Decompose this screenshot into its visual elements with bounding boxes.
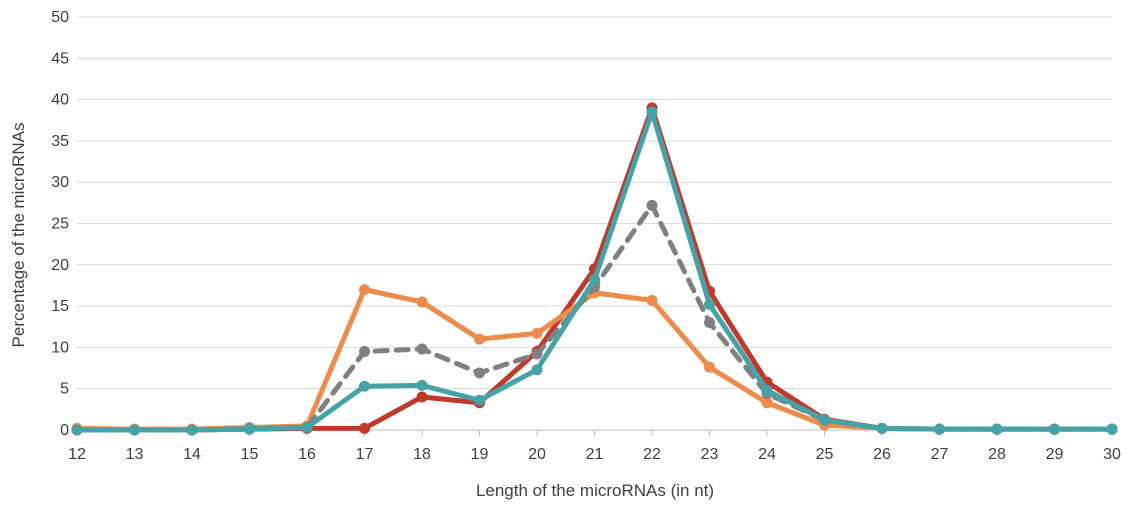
data-point — [531, 364, 543, 376]
data-point — [359, 380, 370, 392]
series-1 — [71, 102, 1118, 436]
data-point — [416, 379, 428, 391]
y-tick-label: 15 — [51, 298, 69, 315]
data-point — [646, 199, 658, 211]
x-tick-label: 18 — [413, 446, 431, 463]
x-tick-labels: 12 13 14 15 16 17 18 19 20 21 22 23 24 25 26 27 28 29 30 — [68, 446, 1121, 463]
series-3 — [71, 199, 1118, 436]
x-tick-label: 28 — [988, 446, 1006, 463]
data-point — [646, 106, 658, 118]
x-tick-label: 29 — [1046, 446, 1064, 463]
data-point — [704, 361, 715, 373]
data-point — [531, 348, 543, 360]
x-tick-label: 30 — [1103, 446, 1121, 463]
data-point — [186, 424, 198, 436]
data-point — [416, 391, 428, 403]
data-point — [761, 384, 773, 396]
data-point — [244, 423, 255, 435]
data-point — [359, 422, 370, 434]
x-tick-label: 22 — [643, 446, 661, 463]
data-point — [416, 296, 428, 308]
y-tick-label: 5 — [60, 381, 69, 398]
x-tick-label: 12 — [68, 446, 86, 463]
y-tick-label: 35 — [51, 133, 69, 150]
data-point — [704, 317, 715, 329]
y-tick-label: 30 — [51, 174, 69, 191]
series-4 — [71, 106, 1118, 436]
data-point — [359, 346, 370, 358]
y-tick-label: 20 — [51, 257, 69, 274]
x-tick-label: 15 — [241, 446, 259, 463]
data-point — [301, 422, 313, 434]
x-tick-label: 19 — [471, 446, 489, 463]
data-point — [1106, 423, 1118, 435]
y-tick-label: 10 — [51, 339, 69, 356]
x-tick-label: 27 — [931, 446, 949, 463]
data-point — [704, 298, 715, 310]
data-point — [1049, 423, 1060, 435]
series-line — [74, 202, 1115, 433]
data-point — [991, 423, 1003, 435]
data-point — [359, 284, 370, 296]
data-point — [589, 274, 600, 286]
data-point — [129, 424, 140, 436]
x-tick-label: 17 — [356, 446, 374, 463]
y-tick-label: 40 — [51, 92, 69, 109]
y-tick-label: 0 — [60, 422, 69, 439]
x-tick-label: 24 — [758, 446, 776, 463]
data-point — [474, 367, 485, 379]
data-point — [876, 422, 888, 434]
x-tick-label: 20 — [528, 446, 546, 463]
x-axis-title: Length of the microRNAs (in nt) — [476, 481, 714, 500]
data-point — [531, 327, 543, 339]
x-tick-label: 16 — [298, 446, 316, 463]
x-tick-label: 13 — [126, 446, 144, 463]
y-axis-title: Percentage of the microRNAs — [9, 123, 28, 348]
y-tick-label: 25 — [51, 216, 69, 233]
data-point — [474, 394, 485, 406]
x-tick-label: 14 — [183, 446, 201, 463]
data-point — [934, 423, 945, 435]
x-tick-label: 21 — [586, 446, 604, 463]
y-tick-label: 50 — [51, 9, 69, 26]
series-group — [71, 102, 1118, 436]
series-2 — [71, 284, 1118, 435]
data-point — [761, 397, 773, 409]
data-point — [71, 424, 83, 436]
data-point — [646, 294, 658, 306]
x-tick-label: 25 — [816, 446, 834, 463]
gridlines — [77, 16, 1112, 431]
data-point — [474, 333, 485, 345]
series-line — [74, 287, 1115, 432]
data-point — [819, 414, 830, 426]
data-point — [416, 343, 428, 355]
y-tick-labels: 0 5 10 15 20 25 30 35 40 45 50 — [51, 9, 69, 439]
y-tick-label: 45 — [51, 50, 69, 67]
x-tick-label: 23 — [701, 446, 719, 463]
x-tick-label: 26 — [873, 446, 891, 463]
